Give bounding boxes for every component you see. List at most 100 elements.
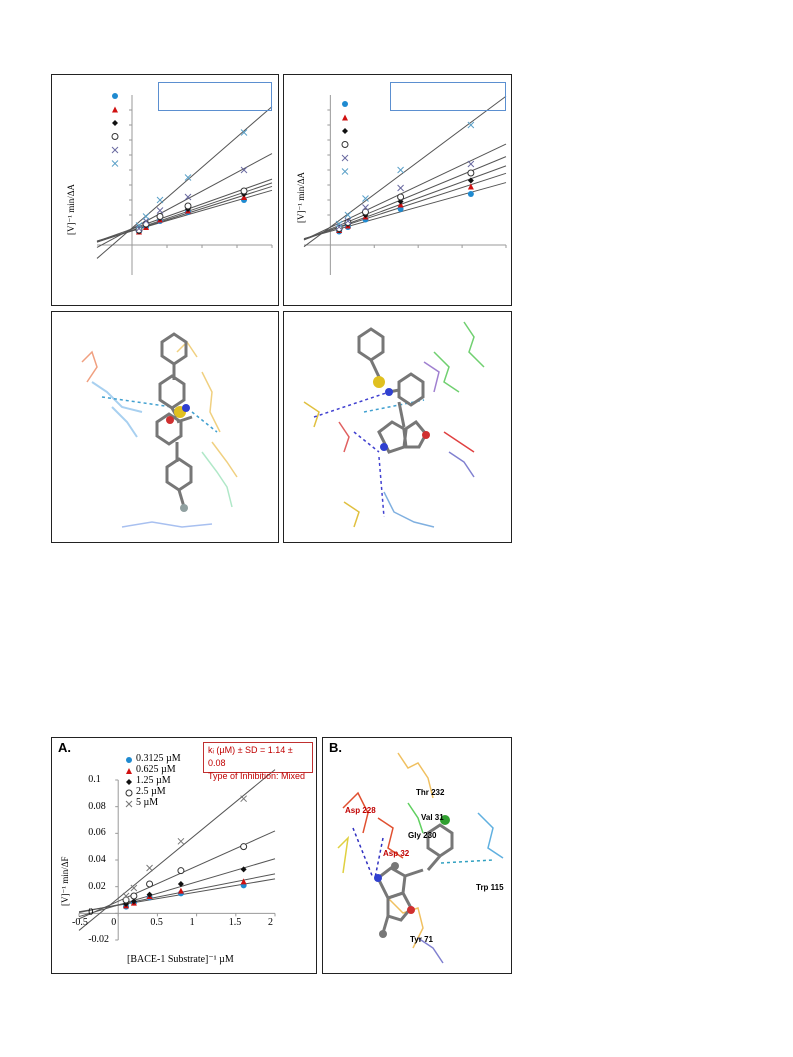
legend-marker-3 <box>111 133 119 140</box>
data-point-s4-2 <box>362 204 369 211</box>
data-point-s1-4 <box>467 183 474 190</box>
legend-marker-5 <box>111 160 119 167</box>
legend-marker-2 <box>126 779 132 785</box>
data-point-s5-4 <box>467 121 475 129</box>
panel-label-b: B. <box>329 740 342 755</box>
data-point-s3-3 <box>184 202 192 210</box>
data-point-s2-3 <box>177 881 184 887</box>
fit-line-3 <box>303 156 507 241</box>
data-point-s5-3 <box>184 174 192 181</box>
legend-marker-2 <box>342 128 348 134</box>
residue-label-asp-32: Asp 32 <box>383 849 410 858</box>
data-point-s3-2 <box>146 880 154 888</box>
fit-line-2 <box>78 858 276 918</box>
top-left-chart <box>96 93 273 275</box>
legend-marker-2 <box>112 120 118 126</box>
legend-marker-1 <box>112 106 118 113</box>
x-tick-label: 2 <box>268 917 273 929</box>
data-point-s3-4 <box>240 187 248 195</box>
data-point-s3-1 <box>130 892 138 900</box>
data-point-s4-4 <box>240 166 248 174</box>
docking-pose-image-2 <box>303 321 485 528</box>
data-point-s3-4 <box>467 169 475 177</box>
data-point-s4-0 <box>335 223 343 231</box>
legend-marker-5 <box>341 168 349 175</box>
residue-label-tyr-71: Tyr 71 <box>410 935 433 944</box>
data-point-s3-1 <box>344 219 352 226</box>
legend-label-3: 2.5 µM <box>136 786 166 797</box>
data-point-s4-3 <box>177 837 185 845</box>
data-point-s3-1 <box>142 220 150 228</box>
ki-value-text: kᵢ (µM) ± SD = 1.14 ± 0.08 <box>208 745 293 768</box>
top-left-docking-panel <box>51 311 279 543</box>
legend-label-0: 0.3125 µM <box>136 753 181 764</box>
data-point-s3-2 <box>361 208 369 216</box>
lineweaver-burk-plot-panel: A. kᵢ (µM) ± SD = 1.14 ± 0.08 Type of In… <box>51 737 317 974</box>
x-tick-label: -0.5 <box>72 917 88 929</box>
data-point-s3-0 <box>122 896 130 904</box>
legend-marker-4 <box>111 146 119 154</box>
fit-line-0 <box>303 182 507 240</box>
data-point-s1-4 <box>240 878 247 885</box>
fit-line-1 <box>78 873 276 913</box>
data-point-s3-0 <box>335 225 343 232</box>
residue-label-asp-228: Asp 228 <box>345 806 376 815</box>
y-axis-label: [V]⁻¹ min/ΔF <box>60 856 70 907</box>
fit-line-5 <box>303 95 507 248</box>
residue-label-thr-232: Thr 232 <box>416 788 445 797</box>
data-point-s1-3 <box>177 887 184 894</box>
top-right-y-axis-label: [V]⁻¹ min/ΔA <box>296 172 306 223</box>
x-axis-label: [BACE-1 Substrate]⁻¹ µM <box>127 954 234 965</box>
data-point-s2-1 <box>130 898 137 905</box>
data-point-s1-3 <box>397 201 404 208</box>
data-point-s4-3 <box>184 193 192 201</box>
y-tick-label: 0.06 <box>88 827 106 839</box>
data-point-s4-0 <box>122 892 130 900</box>
top-right-info-box <box>390 82 506 111</box>
data-point-s3-4 <box>240 843 248 851</box>
legend-marker-0 <box>342 101 348 107</box>
fit-line-4 <box>303 143 507 241</box>
legend-label-4: 5 µM <box>136 797 159 808</box>
data-point-s4-2 <box>156 207 164 214</box>
data-point-s4-0 <box>135 225 143 232</box>
fit-line-4 <box>78 769 276 931</box>
legend-marker-4 <box>341 154 349 162</box>
data-point-s5-3 <box>397 166 404 174</box>
data-point-s4-3 <box>397 184 404 192</box>
legend-marker-0 <box>112 93 118 99</box>
legend-marker-4 <box>125 800 133 808</box>
data-point-s3-3 <box>177 867 185 875</box>
data-point-s5-1 <box>142 213 150 220</box>
top-left-plot-panel: [V]⁻¹ min/ΔA <box>51 74 279 306</box>
data-point-s2-2 <box>146 891 153 898</box>
top-left-info-box <box>158 82 272 111</box>
data-point-s5-0 <box>335 220 343 228</box>
data-point-s5-2 <box>156 196 164 204</box>
residue-label-val-31: Val 31 <box>421 813 444 822</box>
docking-pose-image-3 <box>337 752 504 964</box>
legend-label-1: 0.625 µM <box>136 764 176 775</box>
data-point-s4-1 <box>130 884 138 892</box>
data-point-s3-3 <box>397 193 405 201</box>
y-tick-label: 0.02 <box>88 880 106 892</box>
top-left-y-axis-label: [V]⁻¹ min/ΔA <box>66 184 76 235</box>
docking-panel-b: B. Thr 232 Val 31 Asp 228 Gly 230 Asp 32… <box>322 737 512 974</box>
data-point-s4-4 <box>467 160 475 168</box>
fit-line-2 <box>303 165 507 241</box>
residue-label-trp-115: Trp 115 <box>476 883 504 892</box>
data-point-s5-4 <box>240 129 248 136</box>
x-tick-label: 0 <box>111 917 117 929</box>
y-tick-label: -0.02 <box>88 934 110 945</box>
legend-marker-0 <box>126 757 132 763</box>
legend-marker-1 <box>342 114 348 121</box>
residue-label-gly-230: Gly 230 <box>408 831 437 840</box>
panel-label-a: A. <box>58 740 71 755</box>
y-tick-label: 0.08 <box>88 800 106 812</box>
y-tick-label: 0.04 <box>88 854 106 865</box>
data-point-s4-1 <box>344 217 352 225</box>
top-right-docking-panel <box>283 311 512 543</box>
top-right-chart <box>303 95 507 275</box>
data-point-s2-4 <box>467 177 474 184</box>
x-tick-label: 0.5 <box>150 917 163 929</box>
